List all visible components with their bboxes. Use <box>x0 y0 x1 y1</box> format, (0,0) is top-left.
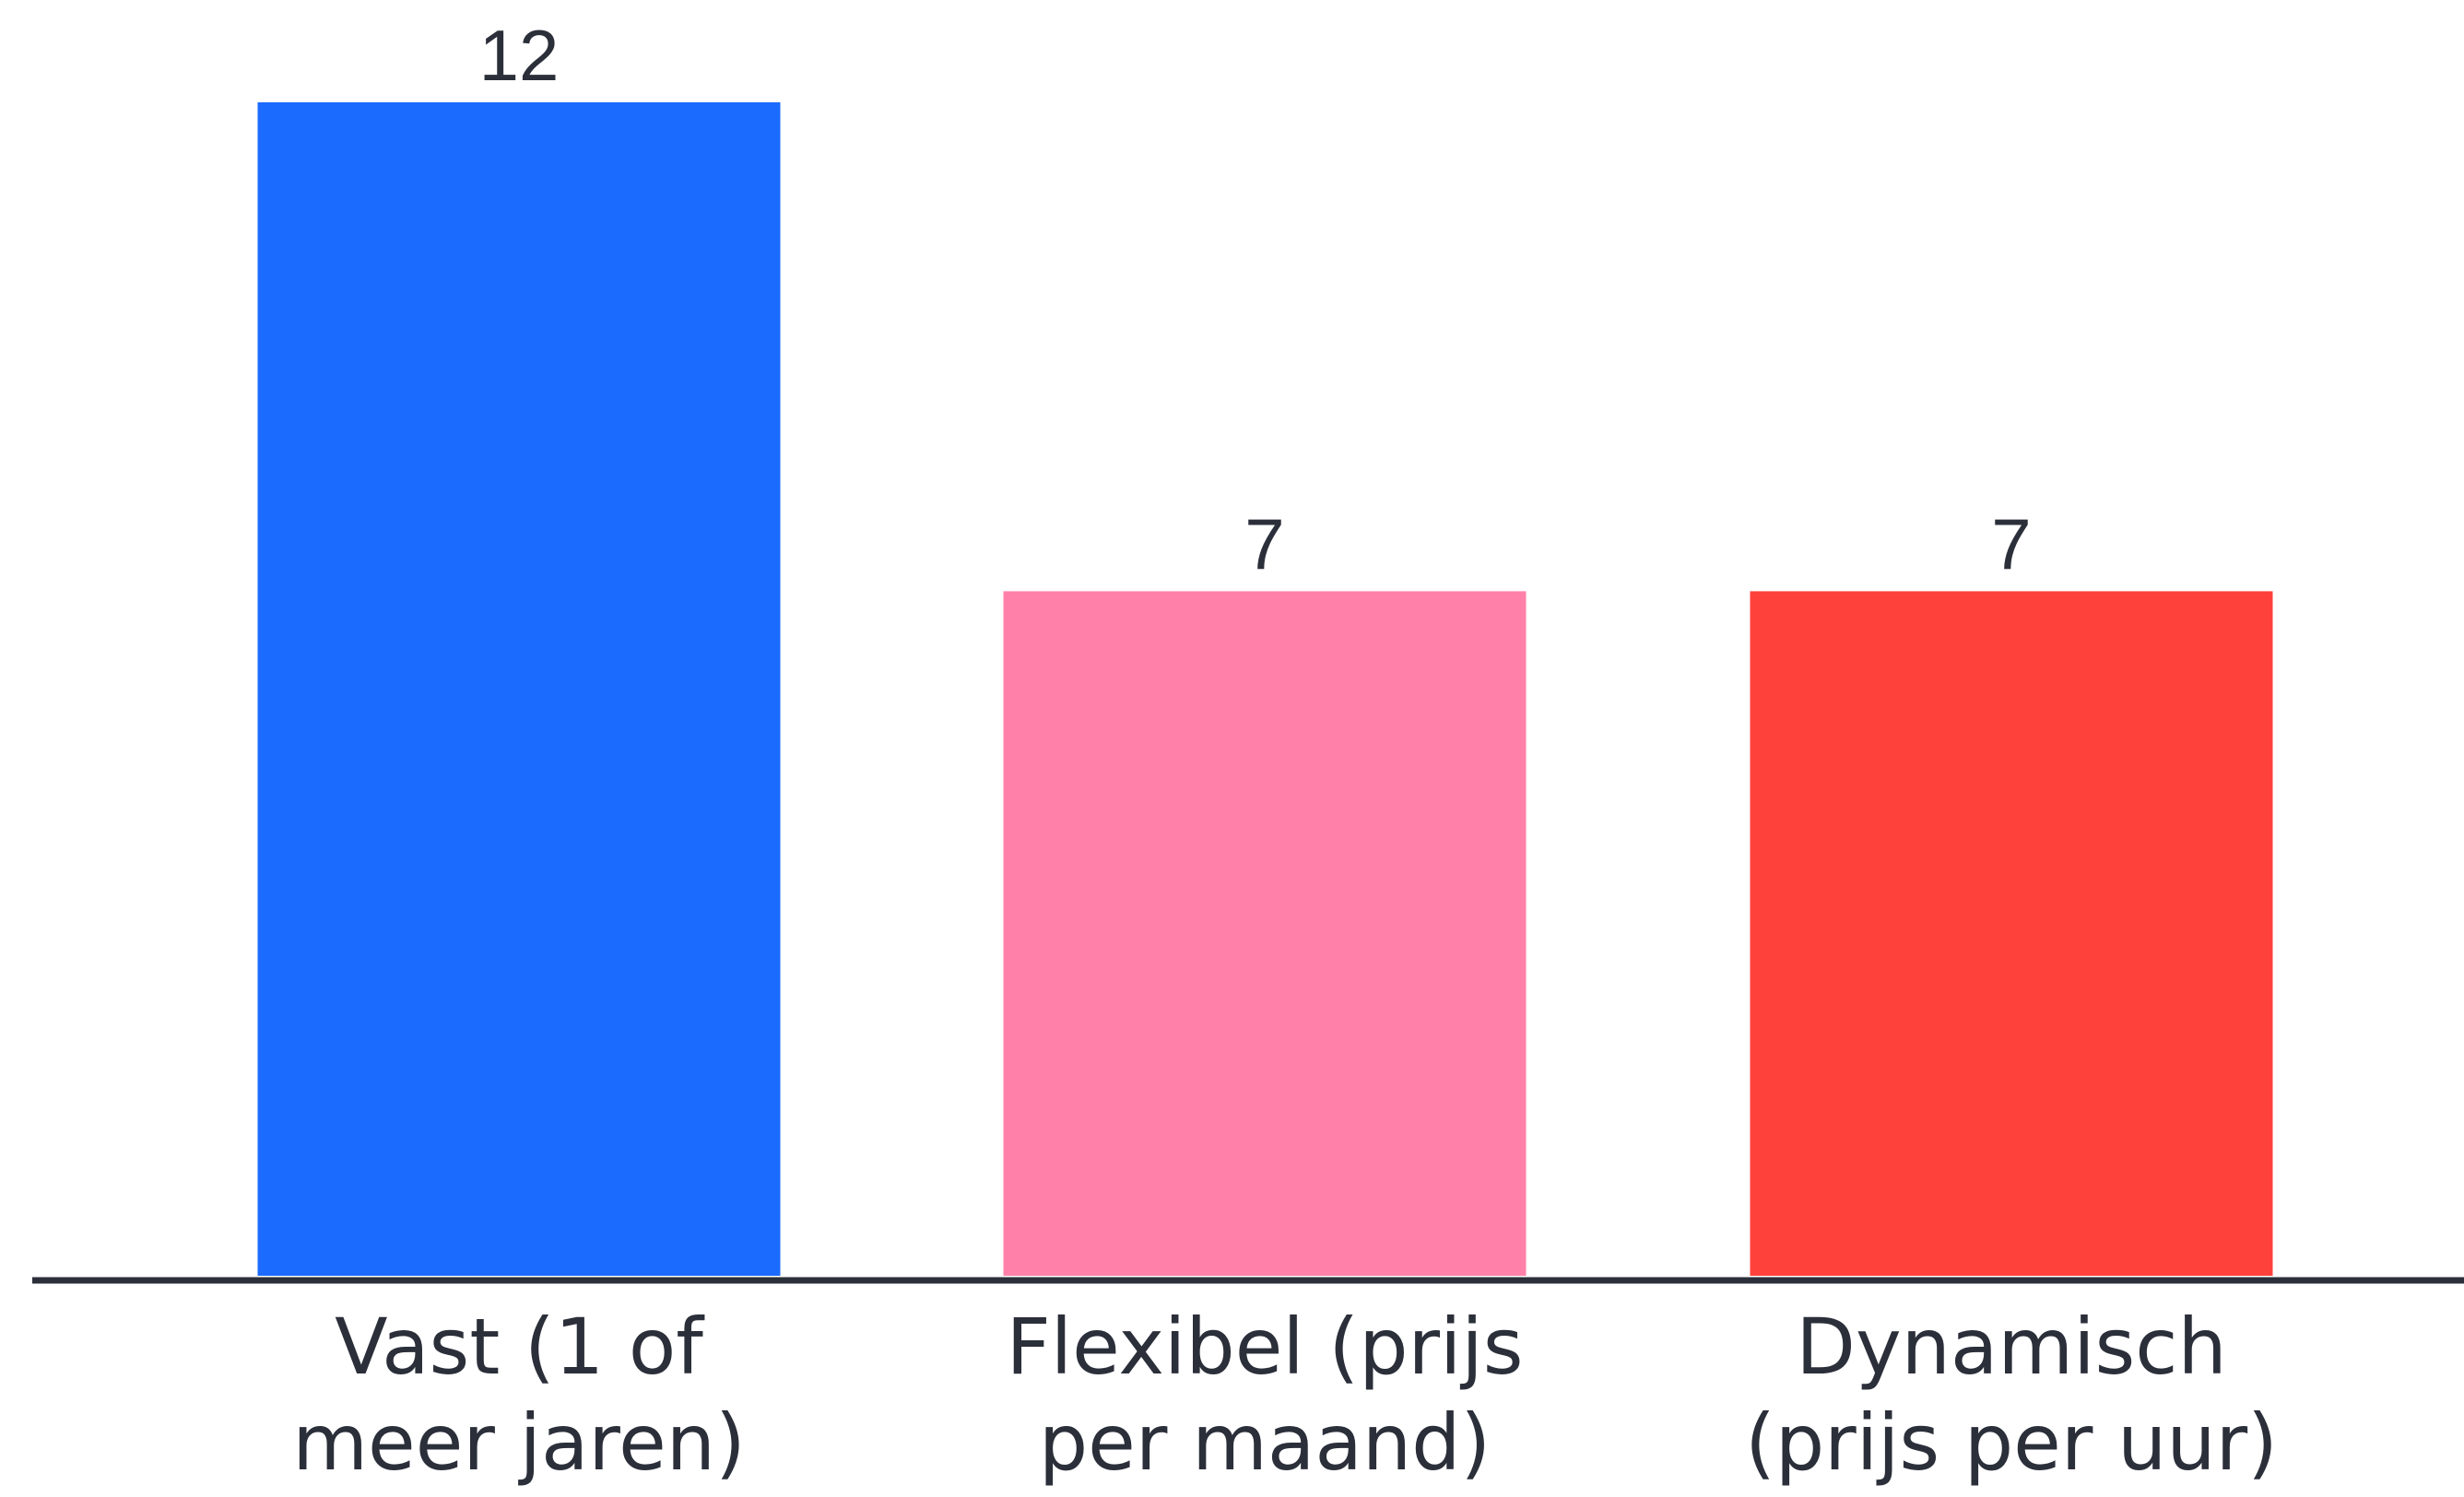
category-label-2-line-2: per maand) <box>1039 1397 1491 1488</box>
bar-1 <box>257 102 781 1276</box>
data-label-2: 7 <box>1244 503 1284 584</box>
bar-2 <box>1003 591 1527 1276</box>
category-label-1-line-1: Vast (1 of <box>335 1302 705 1392</box>
category-label-3-line-2: (prijs per uur) <box>1745 1397 2278 1488</box>
data-label-3: 7 <box>1991 503 2031 584</box>
category-label-2-line-1: Flexibel (prijs <box>1006 1302 1523 1392</box>
category-label-1-line-2: meer jaren) <box>292 1397 746 1488</box>
category-label-3-line-1: Dynamisch <box>1796 1302 2226 1392</box>
bar-3 <box>1750 591 2273 1276</box>
data-label-1: 12 <box>479 15 560 96</box>
